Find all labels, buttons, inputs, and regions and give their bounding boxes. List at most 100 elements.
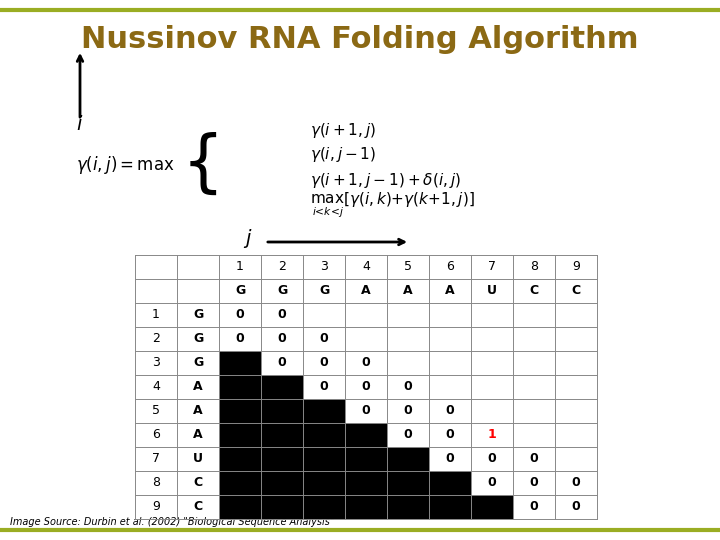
Text: Nussinov RNA Folding Algorithm: Nussinov RNA Folding Algorithm — [81, 25, 639, 55]
Text: C: C — [194, 476, 202, 489]
Text: $\max_{i<k<j}[\gamma(i,k)+\gamma(k+1,j)]$: $\max_{i<k<j}[\gamma(i,k)+\gamma(k+1,j)]… — [310, 191, 474, 220]
Bar — [261, 423, 303, 447]
Bar — [219, 351, 261, 375]
Text: 0: 0 — [530, 453, 539, 465]
Text: 5: 5 — [152, 404, 160, 417]
Bar — [303, 423, 345, 447]
Text: U: U — [487, 285, 497, 298]
Text: C: C — [194, 501, 202, 514]
Text: A: A — [361, 285, 371, 298]
Text: A: A — [193, 381, 203, 394]
Text: 0: 0 — [404, 404, 413, 417]
Text: 9: 9 — [572, 260, 580, 273]
Bar — [387, 471, 429, 495]
Text: $\gamma(i+1, j)$: $\gamma(i+1, j)$ — [310, 120, 377, 139]
Text: 1: 1 — [236, 260, 244, 273]
Text: $j$: $j$ — [243, 226, 253, 249]
Bar — [387, 495, 429, 519]
Text: A: A — [193, 404, 203, 417]
Text: 0: 0 — [278, 356, 287, 369]
Text: 0: 0 — [530, 501, 539, 514]
Text: 6: 6 — [446, 260, 454, 273]
Text: 0: 0 — [361, 356, 370, 369]
Text: C: C — [572, 285, 580, 298]
Text: G: G — [193, 333, 203, 346]
Text: A: A — [193, 429, 203, 442]
Bar — [471, 495, 513, 519]
Text: 0: 0 — [446, 404, 454, 417]
Text: 0: 0 — [235, 308, 244, 321]
Text: 0: 0 — [320, 381, 328, 394]
Text: A: A — [403, 285, 413, 298]
Text: 0: 0 — [446, 429, 454, 442]
Text: A: A — [445, 285, 455, 298]
Text: 0: 0 — [278, 308, 287, 321]
Bar — [303, 447, 345, 471]
Text: 2: 2 — [278, 260, 286, 273]
Text: Image Source: Durbin et al. (2002) "Biological Sequence Analysis": Image Source: Durbin et al. (2002) "Biol… — [10, 517, 334, 527]
Text: 7: 7 — [488, 260, 496, 273]
Bar — [345, 495, 387, 519]
Bar — [303, 495, 345, 519]
Text: U: U — [193, 453, 203, 465]
Text: 2: 2 — [152, 333, 160, 346]
Text: 0: 0 — [572, 476, 580, 489]
Text: 0: 0 — [361, 404, 370, 417]
Bar — [219, 495, 261, 519]
Text: $\gamma(i, j) = \max$: $\gamma(i, j) = \max$ — [76, 154, 175, 176]
Bar — [219, 375, 261, 399]
Bar — [135, 255, 597, 519]
Bar — [429, 471, 471, 495]
Text: 4: 4 — [362, 260, 370, 273]
Bar — [345, 447, 387, 471]
Text: $\gamma(i+1, j-1)+\delta(i, j)$: $\gamma(i+1, j-1)+\delta(i, j)$ — [310, 171, 461, 190]
Text: G: G — [193, 308, 203, 321]
Text: G: G — [277, 285, 287, 298]
Bar — [261, 375, 303, 399]
Text: 8: 8 — [530, 260, 538, 273]
Bar — [345, 423, 387, 447]
Text: G: G — [193, 356, 203, 369]
Text: 8: 8 — [152, 476, 160, 489]
Bar — [303, 471, 345, 495]
Text: 9: 9 — [152, 501, 160, 514]
Text: 0: 0 — [278, 333, 287, 346]
Text: 0: 0 — [320, 333, 328, 346]
Bar — [261, 447, 303, 471]
Text: 6: 6 — [152, 429, 160, 442]
Text: G: G — [235, 285, 245, 298]
Text: 4: 4 — [152, 381, 160, 394]
Text: 1: 1 — [487, 429, 496, 442]
Text: 0: 0 — [487, 453, 496, 465]
Text: 7: 7 — [152, 453, 160, 465]
Bar — [429, 495, 471, 519]
Text: 5: 5 — [404, 260, 412, 273]
Text: $i$: $i$ — [76, 116, 84, 134]
Text: 0: 0 — [530, 476, 539, 489]
Text: 1: 1 — [152, 308, 160, 321]
Text: 0: 0 — [361, 381, 370, 394]
Text: G: G — [319, 285, 329, 298]
Text: 0: 0 — [235, 333, 244, 346]
Text: 0: 0 — [404, 381, 413, 394]
Bar — [261, 399, 303, 423]
Text: 3: 3 — [320, 260, 328, 273]
Bar — [219, 447, 261, 471]
Text: 0: 0 — [404, 429, 413, 442]
Bar — [219, 471, 261, 495]
Bar — [303, 399, 345, 423]
Text: C: C — [529, 285, 539, 298]
Bar — [219, 399, 261, 423]
Text: 0: 0 — [446, 453, 454, 465]
Text: $\gamma(i, j-1)$: $\gamma(i, j-1)$ — [310, 145, 377, 165]
Text: 0: 0 — [487, 476, 496, 489]
Bar — [387, 447, 429, 471]
Bar — [261, 471, 303, 495]
Text: 0: 0 — [320, 356, 328, 369]
Text: 3: 3 — [152, 356, 160, 369]
Bar — [219, 423, 261, 447]
Bar — [261, 495, 303, 519]
Bar — [345, 471, 387, 495]
Text: {: { — [182, 132, 225, 198]
Text: 0: 0 — [572, 501, 580, 514]
